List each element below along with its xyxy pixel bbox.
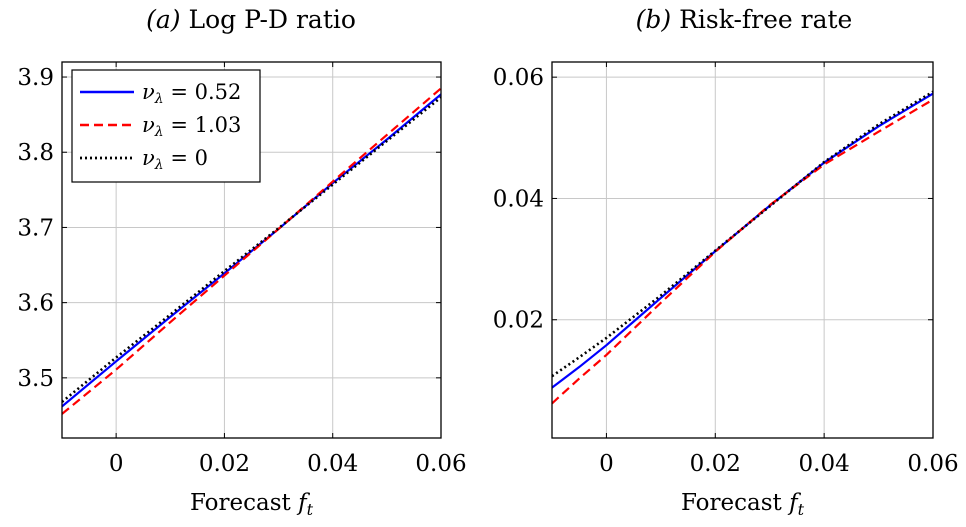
- x-tick-label: 0.06: [415, 451, 466, 477]
- y-tick-label: 3.9: [17, 65, 54, 91]
- legend-box: [71, 69, 261, 183]
- x-axis-label: Forecast ft: [681, 490, 805, 519]
- panel-title-text: Risk-free rate: [671, 5, 852, 34]
- y-tick-label: 3.5: [17, 366, 54, 392]
- chart-title: (b) Risk-free rate: [636, 5, 853, 34]
- series-line-nu-0: [552, 90, 933, 378]
- chart-panel-b: (b) Risk-free rate 0 0.02 0.04 0.06 0.02 0.04 0…: [493, 5, 959, 519]
- x-axis-label: Forecast ft: [190, 490, 314, 519]
- legend: νλ = 0.52 νλ = 1.03 νλ = 0: [71, 69, 261, 183]
- chart-panel-a: (a) Log P-D ratio 0 0.02 0.04 0.06 3.5 3.6 3.7 3…: [17, 5, 466, 519]
- plot-frame: [61, 61, 442, 439]
- x-tick-label: 0.02: [690, 451, 741, 477]
- chart-title: (a) Log P-D ratio: [146, 5, 356, 34]
- panel-label: (b): [636, 5, 672, 34]
- y-tick-label: 3.6: [17, 291, 54, 317]
- panel-label: (a): [146, 5, 180, 34]
- series-line-nu-0: [62, 96, 441, 403]
- y-tick-label: 3.8: [17, 140, 54, 166]
- legend-label: νλ = 1.03: [142, 113, 241, 140]
- y-tick-label: 0.04: [493, 186, 544, 212]
- x-tick-label: 0.06: [907, 451, 958, 477]
- x-tick-label: 0.04: [307, 451, 358, 477]
- legend-label: νλ = 0: [142, 146, 208, 173]
- x-tick-label: 0: [599, 451, 614, 477]
- y-tick-label: 0.06: [493, 65, 544, 91]
- legend-label: νλ = 0.52: [142, 80, 241, 107]
- y-tick-label: 3.7: [17, 215, 54, 241]
- series-line-nu-0-52: [552, 92, 933, 389]
- y-tick-label: 0.02: [493, 308, 544, 334]
- x-tick-label: 0.02: [199, 451, 250, 477]
- panel-title-text: Log P-D ratio: [181, 5, 356, 34]
- x-tick-label: 0: [109, 451, 124, 477]
- series-line-nu-1-03: [552, 98, 933, 405]
- x-tick-label: 0.04: [799, 451, 850, 477]
- plot-frame: [551, 61, 934, 439]
